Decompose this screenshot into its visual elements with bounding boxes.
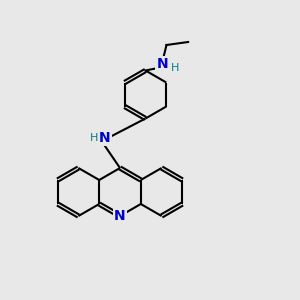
Text: H: H <box>90 133 98 143</box>
Text: N: N <box>99 131 111 145</box>
Text: H: H <box>171 62 179 73</box>
Text: N: N <box>114 209 126 223</box>
Text: N: N <box>157 57 168 71</box>
